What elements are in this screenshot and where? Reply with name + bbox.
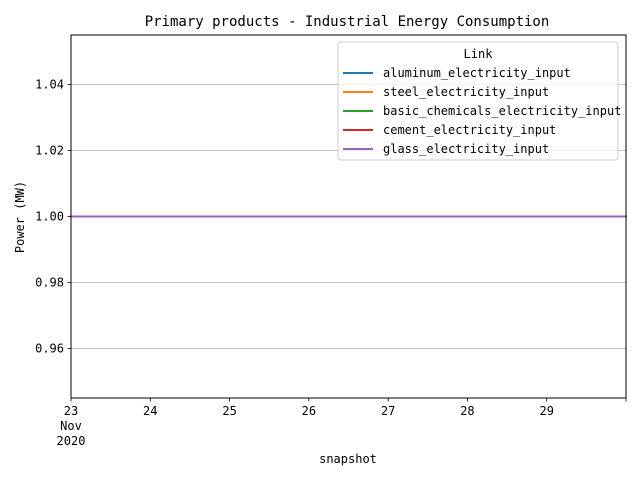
legend-entries: aluminum_electricity_input steel_electric…	[343, 66, 621, 156]
y-axis-label: Power (MW)	[13, 181, 27, 253]
x-tick-label: 25	[222, 404, 236, 418]
y-tick-label: 0.96	[35, 342, 64, 356]
legend-label: cement_electricity_input	[383, 123, 556, 137]
x-tick-label: 26	[302, 404, 316, 418]
y-tick-label: 0.98	[35, 276, 64, 290]
y-tick-label: 1.04	[35, 78, 64, 92]
x-tick-label: 28	[460, 404, 474, 418]
legend-title: Link	[464, 47, 494, 61]
legend-label: basic_chemicals_electricity_input	[383, 104, 621, 118]
x-axis-label: snapshot	[319, 452, 377, 466]
legend-label: aluminum_electricity_input	[383, 66, 571, 80]
legend-label: glass_electricity_input	[383, 142, 549, 156]
y-tick-label: 1.00	[35, 210, 64, 224]
x-tick-sublabel: 2020	[57, 434, 86, 448]
legend-box	[337, 41, 619, 161]
legend: Link aluminum_electricity_input steel_ele…	[337, 41, 621, 161]
x-tick-label: 24	[143, 404, 157, 418]
chart-title: Primary products - Industrial Energy Con…	[145, 14, 550, 30]
x-tick-label: 29	[539, 404, 553, 418]
x-tick-label: 23	[64, 404, 78, 418]
x-tick-label: 27	[381, 404, 395, 418]
y-tick-label: 1.02	[35, 144, 64, 158]
legend-label: steel_electricity_input	[383, 85, 549, 99]
x-tick-sublabel: Nov	[60, 419, 82, 433]
y-axis-ticks: 0.96 0.98 1.00 1.02 1.04	[35, 78, 71, 356]
